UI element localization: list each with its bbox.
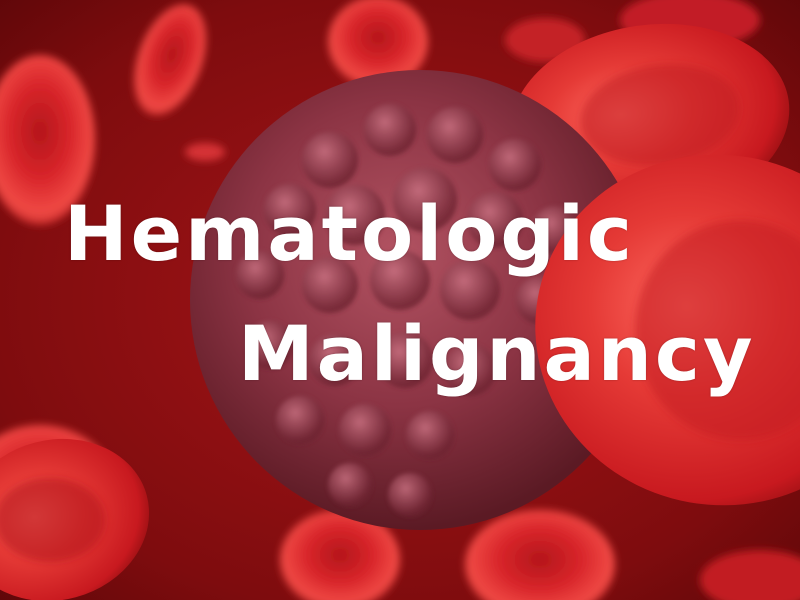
cancer-cell <box>190 70 650 530</box>
title-line-1: Hematologic <box>64 189 635 278</box>
title-line-2: Malignancy <box>238 309 756 398</box>
red-cell-right-foreground <box>535 154 800 506</box>
red-cell-bottom-left <box>0 438 150 600</box>
